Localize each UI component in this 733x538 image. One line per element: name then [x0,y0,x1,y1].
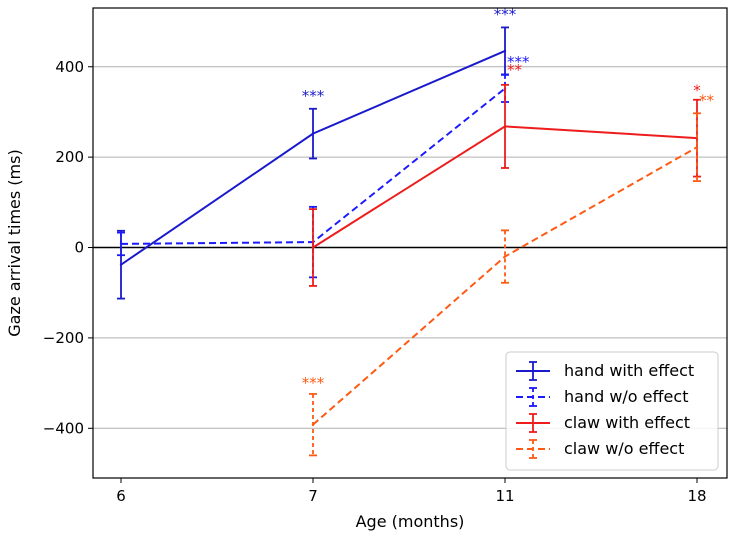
x-axis-label: Age (months) [356,512,465,531]
y-axis-ticks: −400 −200 0 200 400 [43,58,93,437]
significance-label: *** [507,53,530,71]
x-tick-label: 6 [116,487,126,505]
plot-frame [92,7,728,479]
legend-entry: claw w/o effect [516,439,684,459]
data-point [119,263,123,266]
x-tick-label: 7 [308,487,318,505]
legend-label: claw with effect [564,413,690,432]
data-point [695,145,699,149]
significance-label: *** [494,5,517,23]
legend-label: hand w/o effect [564,387,688,406]
legend-entry: hand with effect [516,361,694,381]
data-point [119,242,123,246]
significance-label: ** [699,91,715,109]
data-point [503,125,507,128]
series-claw-w-o-effect: ***** [302,91,715,457]
data-point [311,423,315,426]
significance-label: * [693,82,701,100]
data-point [503,255,507,258]
legend-entry: claw with effect [516,413,690,433]
significance-label: *** [302,87,325,105]
x-tick-label: 11 [495,487,514,505]
legend-label: claw w/o effect [564,439,684,458]
y-axis-label: Gaze arrival times (ms) [5,149,24,336]
data-point [311,246,315,249]
y-tick-label: −200 [43,329,84,347]
data-point [311,132,315,135]
legend-entry: hand w/o effect [516,387,688,407]
y-tick-label: 0 [74,239,84,257]
series-layer: ***************** [117,5,715,457]
legend-label: hand with effect [564,361,694,380]
x-tick-label: 18 [687,487,706,505]
series-hand-with-effect: *** *** [117,5,517,300]
data-point [503,49,507,53]
y-tick-label: −400 [43,419,84,437]
y-tick-label: 200 [55,148,84,166]
x-axis-ticks: 6 7 11 18 [116,478,707,505]
legend-box [505,351,719,471]
significance-label: ** [507,61,523,79]
legend: hand with effect hand w/o effect claw with… [505,351,719,471]
y-tick-label: 400 [55,58,84,76]
significance-label: *** [302,374,325,392]
